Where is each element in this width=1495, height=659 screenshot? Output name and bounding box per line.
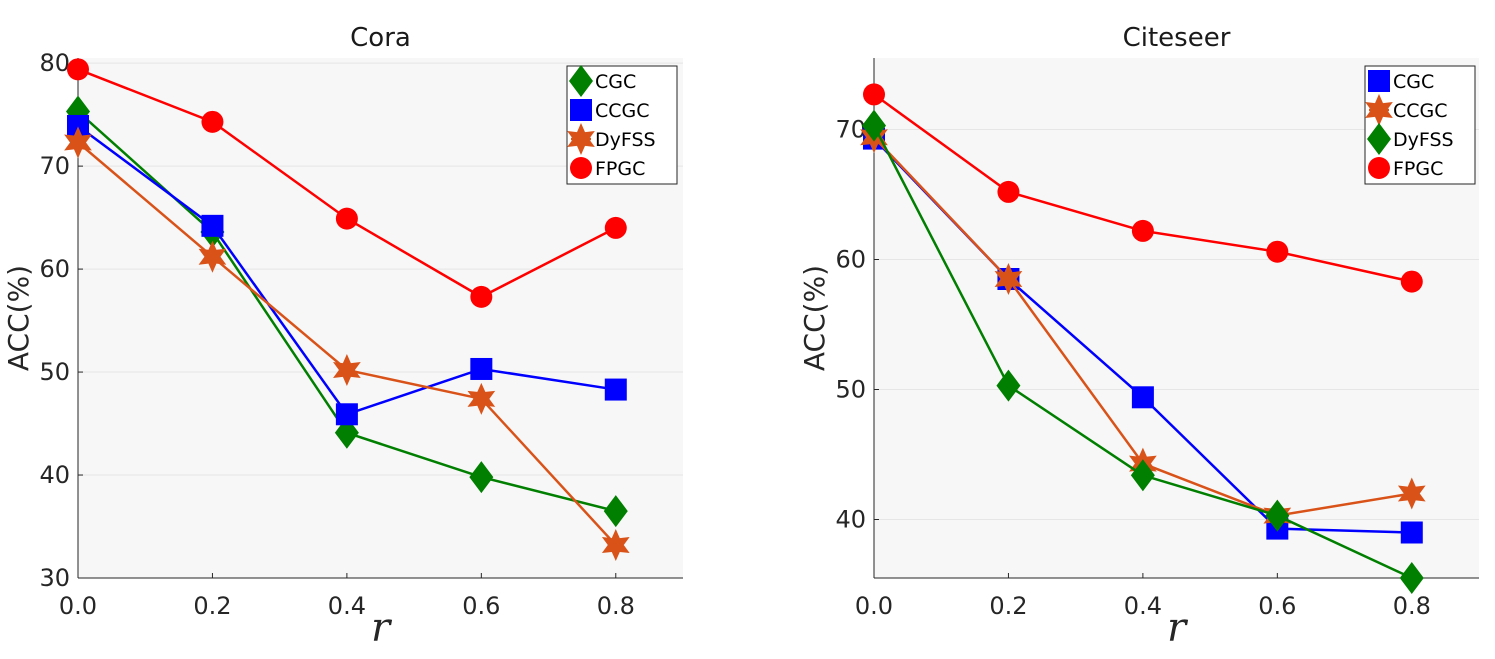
legend-label-cgc: CGC — [595, 71, 636, 93]
data-point-dyfss — [64, 126, 92, 159]
x-tick-label: 0.2 — [193, 592, 231, 620]
legend: CGC CCGC DyFSS FPGC — [566, 65, 678, 185]
y-tick-label: 80 — [39, 49, 70, 77]
data-point-fpgc — [1266, 240, 1289, 263]
y-tick-label: 60 — [835, 246, 866, 274]
data-point-cgc — [1131, 386, 1154, 409]
data-point-cgc — [603, 495, 628, 528]
data-point-fpgc — [1131, 219, 1154, 242]
y-tick-label: 30 — [39, 564, 70, 592]
legend-label-dyfss: DyFSS — [595, 129, 656, 151]
data-point-fpgc — [604, 216, 627, 239]
data-point-ccgc — [67, 114, 89, 137]
data-point-dyfss — [333, 354, 361, 386]
data-point-dyfss — [1399, 562, 1424, 594]
legend-marker-ccgc — [570, 99, 592, 121]
chart-title: Citeseer — [1123, 23, 1231, 53]
series-dyfss — [862, 109, 1424, 594]
y-tick-label: 40 — [39, 461, 70, 489]
series-ccgc — [67, 114, 627, 426]
x-tick-label: 0.4 — [1124, 592, 1162, 620]
x-tick-label: 0.8 — [597, 592, 635, 620]
x-tick-label: 0.2 — [989, 592, 1027, 620]
data-point-cgc — [469, 461, 494, 494]
data-point-dyfss — [467, 382, 496, 415]
chart-cora: 30 40 50 60 70 80 0.0 0.2 0.4 0.6 0.8 Cora r ACC(%) CG… — [2, 23, 683, 651]
legend-label-dyfss: DyFSS — [1393, 129, 1454, 151]
legend-marker-dyfss — [1367, 123, 1391, 155]
data-point-dyfss — [198, 240, 227, 273]
y-tick-label: 50 — [835, 376, 866, 404]
data-point-dyfss — [996, 369, 1021, 402]
x-tick-label: 0.0 — [855, 592, 893, 620]
legend-marker-ccgc — [1365, 94, 1393, 126]
y-tick-label: 60 — [39, 255, 70, 283]
x-tick-label: 0.4 — [328, 592, 366, 620]
y-tick-label: 40 — [835, 506, 866, 534]
legend: CGC CCGC DyFSS FPGC — [1364, 65, 1476, 185]
x-tick-label: 0.6 — [1258, 592, 1296, 620]
data-point-fpgc — [335, 207, 358, 230]
y-axis-label: ACC(%) — [798, 265, 831, 371]
y-axis-label: ACC(%) — [2, 265, 35, 371]
data-point-fpgc — [201, 110, 224, 133]
data-point-fpgc — [863, 83, 885, 106]
legend-label-ccgc: CCGC — [595, 100, 650, 122]
x-tick-label: 0.0 — [59, 592, 97, 620]
legend-marker-cgc — [569, 65, 593, 97]
data-point-fpgc — [67, 58, 89, 81]
data-point-fpgc — [1400, 270, 1423, 293]
data-point-ccgc — [201, 214, 224, 237]
legend-label-cgc: CGC — [1393, 71, 1434, 93]
x-axis-label: r — [1167, 605, 1189, 651]
y-tick-label: 70 — [39, 152, 70, 180]
legend-marker-dyfss — [567, 123, 595, 155]
series-fpgc — [67, 58, 627, 308]
data-point-dyfss — [1265, 499, 1290, 532]
data-point-ccgc — [470, 357, 493, 380]
legend-marker-fpgc — [1368, 157, 1390, 179]
data-point-ccgc — [604, 378, 627, 401]
data-point-dyfss — [862, 109, 886, 142]
data-point-ccgc — [994, 263, 1023, 295]
data-point-fpgc — [470, 285, 493, 308]
data-point-ccgc — [335, 403, 358, 426]
data-point-dyfss — [1130, 459, 1155, 492]
series-dyfss — [64, 126, 630, 562]
data-point-fpgc — [997, 180, 1020, 203]
legend-label-ccgc: CCGC — [1393, 100, 1448, 122]
data-point-ccgc — [1397, 477, 1426, 510]
x-tick-label: 0.8 — [1393, 592, 1431, 620]
series-fpgc — [863, 83, 1423, 293]
x-axis-label: r — [371, 605, 393, 651]
legend-marker-cgc — [1368, 70, 1390, 92]
legend-label-fpgc: FPGC — [1393, 158, 1443, 180]
x-tick-label: 0.6 — [462, 592, 500, 620]
legend-marker-fpgc — [570, 157, 592, 179]
chart-title: Cora — [350, 23, 411, 53]
y-tick-label: 50 — [39, 358, 70, 386]
legend-label-fpgc: FPGC — [595, 158, 645, 180]
data-point-cgc — [1400, 521, 1423, 544]
data-point-dyfss — [601, 529, 630, 562]
